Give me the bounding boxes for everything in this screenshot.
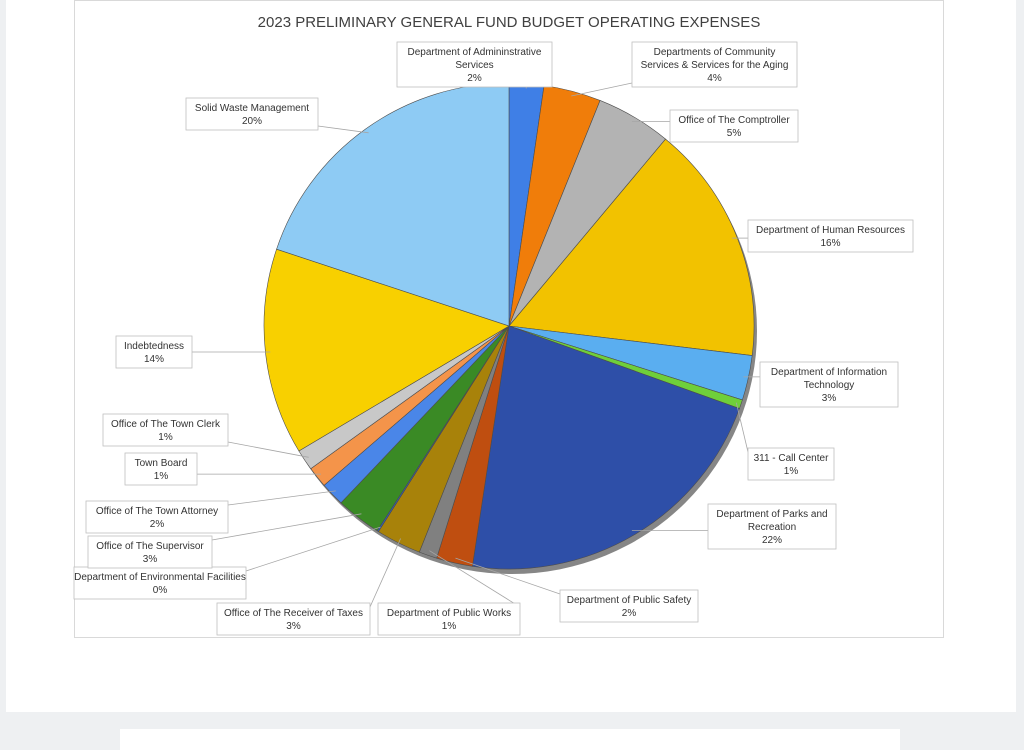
slice-label-percent: 4% xyxy=(707,73,722,84)
slice-label-name: 311 - Call Center xyxy=(754,453,830,464)
slice-label: Town Board 1% xyxy=(124,452,198,486)
slice-label-name: Department of Public Safety xyxy=(567,595,692,606)
slice-label-percent: 2% xyxy=(150,519,165,530)
leader-line xyxy=(227,441,309,458)
leader-line xyxy=(227,490,336,506)
slice-label-box xyxy=(124,452,198,486)
slice-label-box xyxy=(559,589,699,623)
slice-label: Department of Environmental Facilities 0% xyxy=(73,566,247,600)
slice-label-percent: 2% xyxy=(467,73,482,84)
slice-label-name: Department of Parks and xyxy=(716,509,827,520)
slice-label-percent: 1% xyxy=(154,471,169,482)
slice-label-name: Department of Information xyxy=(771,367,887,378)
slice-label-percent: 1% xyxy=(158,432,173,443)
slice-label: Department of Information Technology 3% xyxy=(759,361,899,408)
slice-label-name: Solid Waste Management xyxy=(195,103,309,114)
slice-label-name: Department of Public Works xyxy=(387,608,511,619)
slice-label-percent: 14% xyxy=(144,354,164,365)
slice-label-percent: 1% xyxy=(784,466,799,477)
slice-label-percent: 5% xyxy=(727,128,742,139)
slice-label: Department of Public Works 1% xyxy=(377,602,521,636)
slice-label-box xyxy=(747,447,835,481)
slice-label: Office of The Comptroller 5% xyxy=(669,109,799,143)
slice-label-name: Departments of Community xyxy=(654,47,776,58)
slice-label-name: Office of The Town Clerk xyxy=(111,419,221,430)
slice-label-percent: 3% xyxy=(286,621,301,632)
slice-label-percent: 0% xyxy=(153,585,168,596)
leader-line xyxy=(245,526,381,572)
slice-label: Office of The Town Clerk 1% xyxy=(102,413,229,447)
slice-label: Department of Human Resources 16% xyxy=(747,219,914,253)
slice-label-box xyxy=(115,335,193,369)
slice-label-percent: 3% xyxy=(822,393,837,404)
slice-label-name: Office of The Receiver of Taxes xyxy=(224,608,363,619)
slice-label-box xyxy=(747,219,914,253)
leader-line xyxy=(369,538,401,608)
slice-label: Office of The Town Attorney 2% xyxy=(85,500,229,534)
slice-label: Departments of Community Services & Servi… xyxy=(631,41,798,88)
slice-label: Department of Public Safety 2% xyxy=(559,589,699,623)
slice-label-name: Services & Services for the Aging xyxy=(641,60,789,71)
slice-label-box xyxy=(185,97,319,131)
leader-line xyxy=(571,82,633,97)
slice-label-percent: 16% xyxy=(820,238,840,249)
slice-label-name: Office of The Supervisor xyxy=(96,541,204,552)
slice-label: 311 - Call Center 1% xyxy=(747,447,835,481)
slice-label-box xyxy=(396,41,553,88)
slice-label: Office of The Supervisor 3% xyxy=(87,535,213,569)
slice-label-name: Recreation xyxy=(748,522,796,533)
slice-label-name: Department of Admininstrative xyxy=(408,47,542,58)
leader-line xyxy=(735,402,749,453)
pie-slice xyxy=(508,138,755,356)
leader-line xyxy=(211,513,362,541)
chart-title: 2023 PRELIMINARY GENERAL FUND BUDGET OPE… xyxy=(258,14,761,31)
leader-lines xyxy=(192,82,760,608)
slice-label: Office of The Receiver of Taxes 3% xyxy=(216,602,371,636)
pie-slice xyxy=(263,248,510,452)
slice-label-name: Office of The Comptroller xyxy=(678,115,790,126)
slice-label-box xyxy=(377,602,521,636)
leader-line xyxy=(317,125,369,134)
pie-slices xyxy=(263,82,757,574)
slice-label-box xyxy=(87,535,213,569)
leader-line xyxy=(455,557,561,595)
slice-label-name: Office of The Town Attorney xyxy=(96,506,218,517)
slice-labels: Department of AdmininstrativeServices2%D… xyxy=(73,41,914,636)
slice-label-box xyxy=(759,361,899,408)
slice-label-name: Town Board xyxy=(135,458,188,469)
slice-label-percent: 20% xyxy=(242,116,262,127)
pie-slice xyxy=(472,325,740,570)
slice-label-box xyxy=(707,503,837,550)
slice-label-percent: 2% xyxy=(622,608,637,619)
slice-label-percent: 3% xyxy=(143,554,158,565)
slice-label-percent: 22% xyxy=(762,535,782,546)
slice-label: Solid Waste Management 20% xyxy=(185,97,319,131)
slice-label-box xyxy=(631,41,798,88)
slice-label-box xyxy=(216,602,371,636)
slice-label-name: Services xyxy=(455,60,493,71)
slice-label-name: Technology xyxy=(804,380,855,391)
slice-label-percent: 1% xyxy=(442,621,457,632)
bottom-card xyxy=(120,729,900,750)
slice-label-box xyxy=(669,109,799,143)
slice-label-name: Department of Human Resources xyxy=(756,225,905,236)
slice-label-box xyxy=(85,500,229,534)
slice-label-name: Indebtedness xyxy=(124,341,184,352)
slice-label-name: Department of Environmental Facilities xyxy=(74,572,246,583)
leader-line xyxy=(429,550,521,608)
slice-label: Department of Admininstrative Services 2% xyxy=(396,41,553,88)
slice-label-box xyxy=(73,566,247,600)
slice-label: Indebtedness 14% xyxy=(115,335,193,369)
slice-label-box xyxy=(102,413,229,447)
slice-label: Department of Parks and Recreation 22% xyxy=(707,503,837,550)
